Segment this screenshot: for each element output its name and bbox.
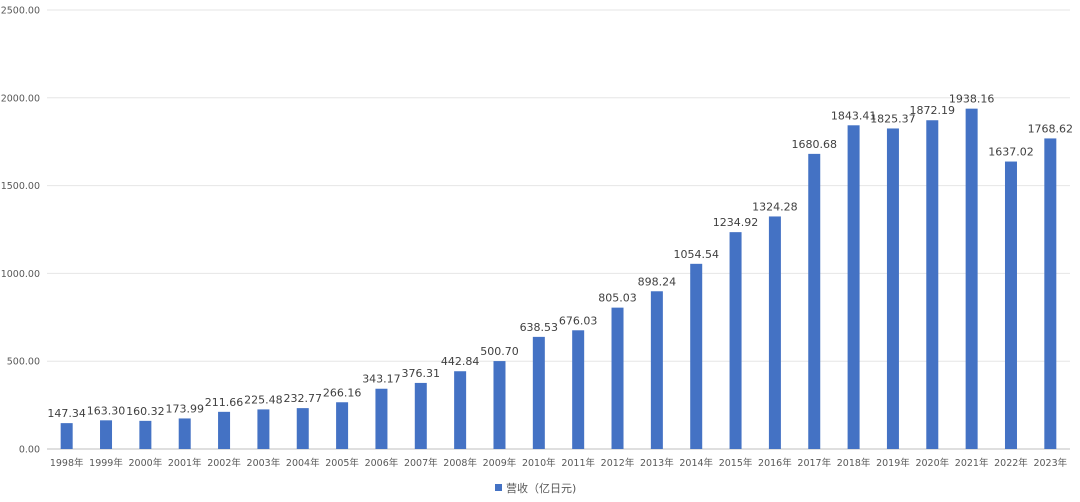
data-label: 1054.54: [673, 248, 719, 261]
x-tick-label: 2021年: [955, 457, 989, 469]
data-label: 376.31: [402, 367, 441, 380]
y-tick-label: 1000.00: [1, 269, 40, 280]
bars: [60, 108, 1057, 449]
x-tick-label: 2013年: [640, 457, 674, 469]
bar: [493, 361, 506, 449]
data-label: 173.99: [165, 402, 204, 415]
bar: [178, 418, 191, 449]
data-label: 343.17: [362, 373, 401, 386]
y-axis-ticks: 0.00 500.00 1000.00 1500.00 2000.00 2500.00: [1, 6, 40, 456]
x-tick-label: 2019年: [876, 457, 910, 469]
x-tick-label: 1999年: [89, 457, 123, 469]
data-label: 1938.16: [949, 93, 995, 106]
data-label: 1637.02: [988, 146, 1034, 159]
data-label: 500.70: [480, 345, 519, 358]
y-tick-label: 0.00: [19, 445, 40, 456]
legend-swatch: [495, 484, 502, 491]
x-axis-ticks: 1998年 1999年 2000年 2001年 2002年 2003年 2004年 2005年…: [50, 457, 1068, 469]
data-label: 638.53: [520, 321, 559, 334]
y-tick-label: 2500.00: [1, 6, 40, 17]
bar: [60, 423, 73, 449]
x-tick-label: 2008年: [443, 457, 477, 469]
gridlines: [47, 9, 1070, 450]
bar: [257, 409, 270, 449]
x-tick-label: 2016年: [758, 457, 792, 469]
bar: [965, 108, 978, 449]
data-label: 1843.41: [831, 109, 877, 122]
legend: 营收（亿日元): [495, 481, 576, 495]
bar: [650, 291, 663, 449]
bar: [690, 263, 703, 449]
bar: [926, 120, 939, 449]
bar: [414, 382, 427, 449]
x-tick-label: 2002年: [207, 457, 241, 469]
x-tick-label: 2006年: [365, 457, 399, 469]
x-tick-label: 2004年: [286, 457, 320, 469]
x-tick-label: 2020年: [915, 457, 949, 469]
x-tick-label: 2009年: [483, 457, 517, 469]
x-tick-label: 2001年: [168, 457, 202, 469]
bar: [572, 330, 585, 449]
x-tick-label: 2012年: [601, 457, 635, 469]
bar: [218, 411, 231, 449]
bar: [375, 388, 388, 449]
x-tick-label: 1998年: [50, 457, 84, 469]
bar: [611, 307, 624, 449]
bar: [1004, 161, 1017, 449]
data-label: 163.30: [87, 404, 126, 417]
x-tick-label: 2015年: [719, 457, 753, 469]
data-label: 160.32: [126, 405, 165, 418]
data-label: 1680.68: [792, 138, 838, 151]
bar: [532, 336, 545, 449]
bar: [454, 371, 467, 449]
data-label: 1234.92: [713, 216, 759, 229]
bar: [336, 402, 349, 449]
y-tick-label: 500.00: [7, 357, 40, 368]
x-tick-label: 2003年: [247, 457, 281, 469]
bar: [847, 125, 860, 449]
bar: [768, 216, 781, 449]
data-label: 1324.28: [752, 200, 798, 213]
data-label: 147.34: [47, 407, 86, 420]
bar: [100, 420, 113, 449]
data-label: 805.03: [598, 292, 637, 305]
data-label: 266.16: [323, 386, 362, 399]
bar: [808, 153, 821, 449]
x-tick-label: 2017年: [797, 457, 831, 469]
x-tick-label: 2007年: [404, 457, 438, 469]
legend-label: 营收（亿日元): [506, 481, 576, 495]
x-tick-label: 2000年: [129, 457, 163, 469]
data-label: 1825.37: [870, 112, 916, 125]
x-tick-label: 2005年: [325, 457, 359, 469]
x-tick-label: 2014年: [679, 457, 713, 469]
bar: [1044, 138, 1057, 449]
data-label: 225.48: [244, 393, 283, 406]
bar: [139, 420, 152, 449]
data-label: 442.84: [441, 355, 480, 368]
data-label: 211.66: [205, 396, 244, 409]
data-label: 1872.19: [910, 104, 956, 117]
data-label: 898.24: [638, 275, 677, 288]
x-tick-label: 2022年: [994, 457, 1028, 469]
x-tick-label: 2010年: [522, 457, 556, 469]
y-tick-label: 2000.00: [1, 93, 40, 104]
data-label: 676.03: [559, 314, 598, 327]
x-tick-label: 2018年: [837, 457, 871, 469]
data-label: 1768.62: [1028, 122, 1074, 135]
bar: [729, 232, 742, 449]
x-tick-label: 2023年: [1033, 457, 1067, 469]
bar: [886, 128, 899, 449]
data-label: 232.77: [284, 392, 323, 405]
x-tick-label: 2011年: [561, 457, 595, 469]
bar: [296, 408, 309, 449]
y-tick-label: 1500.00: [1, 181, 40, 192]
